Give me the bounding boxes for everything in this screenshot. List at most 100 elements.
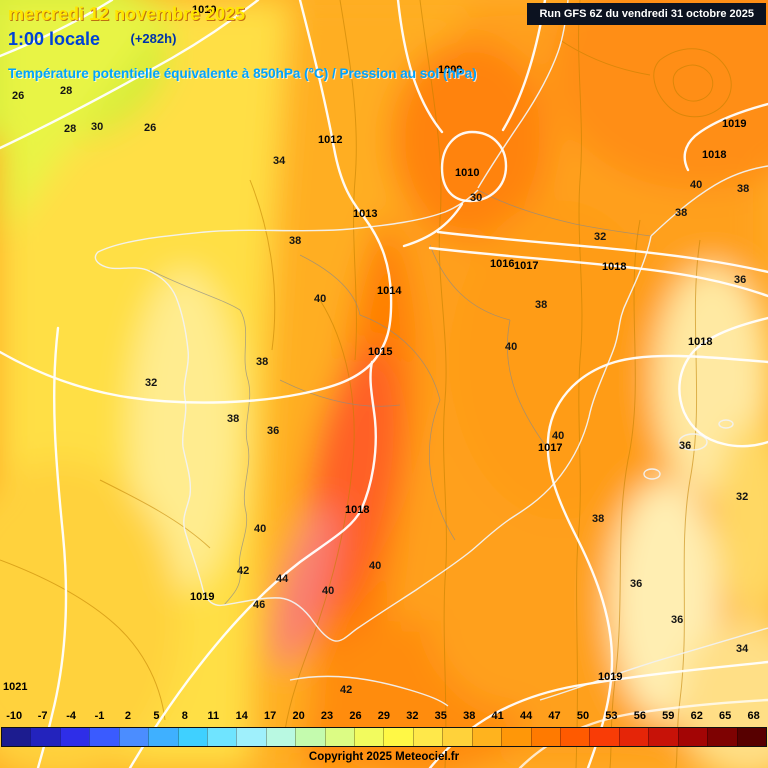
colorbar-cell — [236, 728, 266, 746]
colorbar-tick: 59 — [662, 710, 675, 722]
colorbar-cell — [501, 728, 531, 746]
colorbar-tick: 29 — [377, 710, 391, 722]
colorbar-cell — [177, 728, 207, 746]
pressure-label: 1021 — [3, 681, 28, 693]
colorbar-cell — [206, 728, 237, 746]
colorbar-cell — [265, 728, 296, 746]
pressure-label: 1009 — [438, 64, 463, 76]
temp-label: 34 — [273, 155, 286, 167]
colorbar-tick: 50 — [576, 710, 590, 722]
temp-label: 28 — [60, 85, 73, 97]
colorbar-cell — [648, 728, 678, 746]
temp-label: 36 — [671, 614, 684, 626]
temp-label: 40 — [322, 585, 335, 597]
colorbar-cell — [148, 728, 178, 746]
forecast-date: mercredi 12 novembre 2025 — [8, 4, 246, 24]
temp-label: 42 — [340, 684, 353, 696]
temp-label: 32 — [145, 377, 158, 389]
colorbar-cell — [59, 728, 90, 746]
pressure-label: 1019 — [722, 118, 747, 130]
colorbar-tick: 20 — [292, 710, 305, 722]
colorbar-cell — [354, 728, 384, 746]
colorbar-cell — [412, 728, 443, 746]
temp-label: 30 — [91, 121, 104, 133]
pressure-label: 1019 — [598, 671, 623, 683]
temp-label: 40 — [369, 560, 382, 572]
colorbar-tick: -1 — [94, 710, 105, 722]
colorbar-tick: 38 — [463, 710, 476, 722]
temp-label: 36 — [734, 274, 747, 286]
colorbar-cell — [677, 728, 708, 746]
temp-label: 40 — [505, 341, 518, 353]
temp-label: 40 — [690, 179, 703, 191]
temp-label: 44 — [276, 573, 289, 585]
colorbar-cell — [30, 728, 60, 746]
forecast-time: 1:00 locale — [8, 29, 101, 49]
colorbar-tick: -7 — [37, 710, 48, 722]
colorbar-tick: 53 — [605, 710, 618, 722]
run-info: Run GFS 6Z du vendredi 31 octobre 2025 — [527, 3, 766, 25]
colorbar-tick: 8 — [181, 710, 188, 722]
temp-label: 38 — [737, 183, 750, 195]
borders — [149, 189, 652, 606]
pressure-label: 1018 — [702, 149, 727, 161]
temp-label: 32 — [736, 491, 749, 503]
colorbar-cell — [2, 728, 31, 746]
colorbar-cell — [589, 728, 619, 746]
colorbar-cell — [324, 728, 355, 746]
colorbar-tick: 32 — [406, 710, 419, 722]
colorbar-cell — [383, 728, 413, 746]
colorbar-ticks: -10 -7 -4 -1 2 5 8 11 14 17 20 23 26 29 32 35 38 41 44 47 50… — [0, 710, 768, 722]
colorbar-tick: 35 — [434, 710, 447, 722]
contour-lines — [0, 0, 732, 768]
colorbar-tick: 26 — [349, 710, 362, 722]
colorbar-cell — [89, 728, 119, 746]
colorbar — [1, 727, 767, 747]
temp-label: 38 — [592, 513, 605, 525]
pressure-label: 1018 — [602, 261, 627, 273]
temp-label: 38 — [675, 207, 688, 219]
colorbar-tick: 68 — [747, 710, 760, 722]
colorbar-cell — [471, 728, 502, 746]
pressure-label: 1017 — [514, 260, 539, 272]
colorbar-tick: 2 — [124, 710, 132, 722]
temp-label: 26 — [144, 122, 157, 134]
temp-label: 28 — [64, 123, 77, 135]
temp-label: 42 — [237, 565, 250, 577]
colorbar-tick: 56 — [633, 710, 646, 722]
colorbar-tick: -10 — [6, 710, 23, 722]
colorbar-tick: 47 — [548, 710, 561, 722]
colorbar-tick: 62 — [690, 710, 703, 722]
colorbar-cell — [736, 728, 766, 746]
map-title: Température potentielle équivalente à 85… — [8, 66, 477, 81]
temp-label: 36 — [679, 440, 692, 452]
pressure-label: 1017 — [538, 442, 563, 454]
pressure-label: 1018 — [345, 504, 370, 516]
forecast-offset: (+282h) — [130, 31, 177, 46]
temp-label: 38 — [535, 299, 548, 311]
temp-label: 46 — [253, 599, 266, 611]
pressure-label: 1018 — [688, 336, 713, 348]
colorbar-cell — [442, 728, 472, 746]
pressure-label: 1016 — [490, 258, 515, 270]
colorbar-cell — [618, 728, 649, 746]
colorbar-tick: 5 — [153, 710, 160, 722]
temp-label: 38 — [227, 413, 240, 425]
colorbar-cell — [118, 728, 149, 746]
colorbar-cell — [530, 728, 561, 746]
temp-label: 32 — [594, 231, 607, 243]
temp-label: 40 — [314, 293, 327, 305]
pressure-label: 1010 — [192, 4, 217, 16]
pressure-label: 1019 — [190, 591, 215, 603]
colorbar-tick: 65 — [719, 710, 732, 722]
colorbar-tick: -4 — [66, 710, 76, 722]
colorbar-tick: 11 — [207, 710, 220, 722]
colorbar-cell — [707, 728, 737, 746]
colorbar-tick: 14 — [235, 710, 248, 722]
colorbar-cell — [560, 728, 590, 746]
pressure-label: 1013 — [353, 208, 378, 220]
